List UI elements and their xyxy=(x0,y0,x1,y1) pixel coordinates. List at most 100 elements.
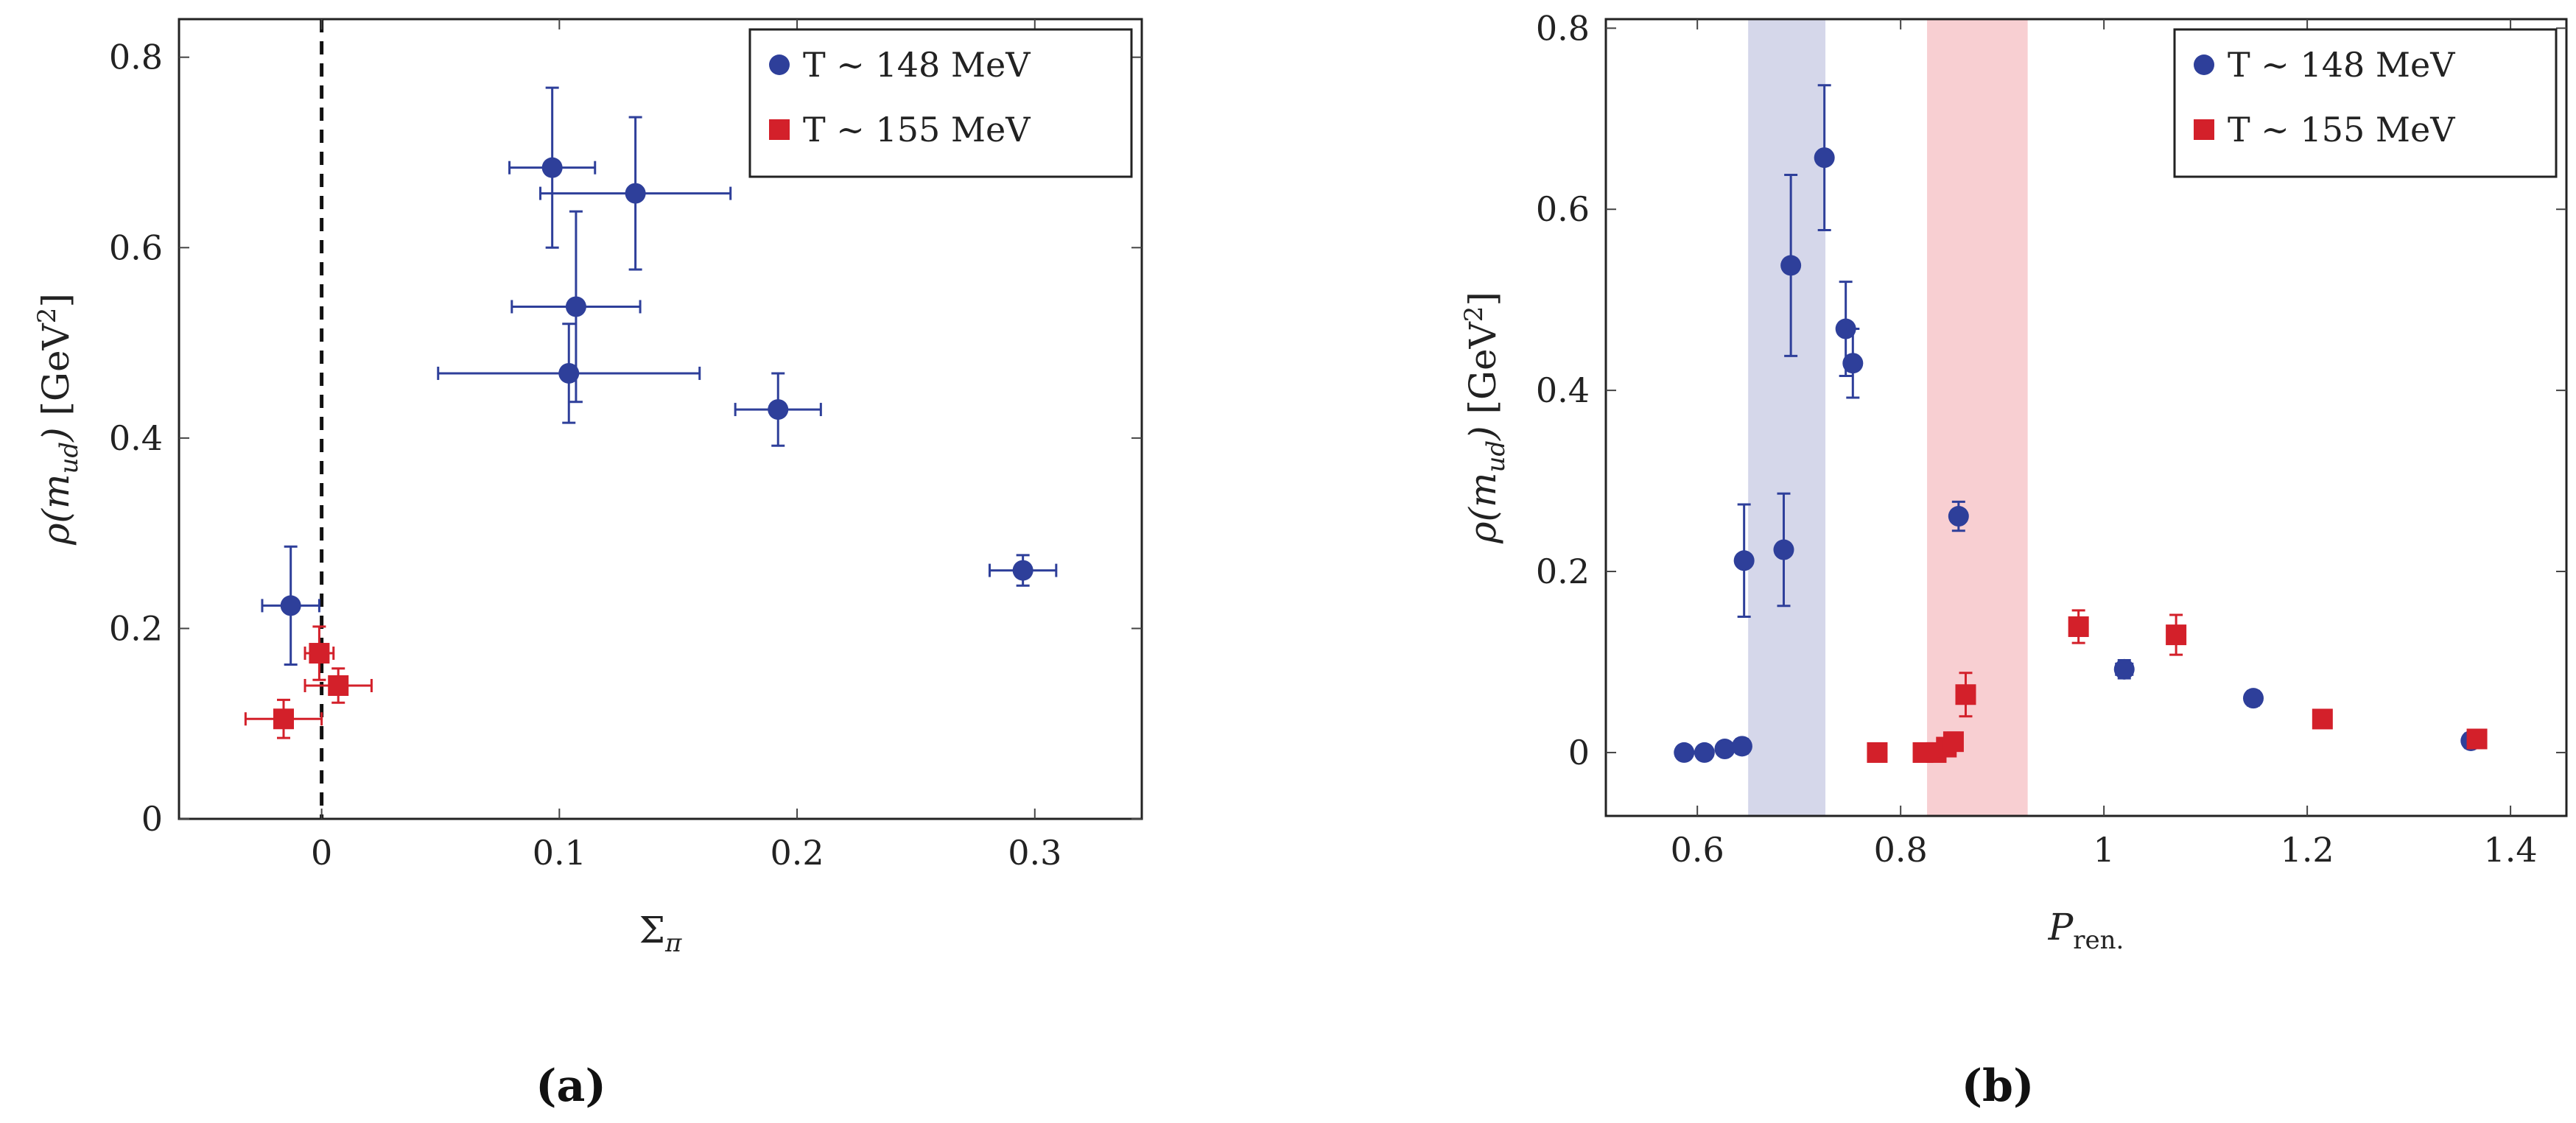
point-148mev xyxy=(437,323,701,424)
point-155mev xyxy=(2466,728,2488,750)
panel-a-y-axis-label: ρ(mud) [GeV2] xyxy=(32,293,84,546)
point-148mev xyxy=(1731,736,1752,757)
circle-marker xyxy=(2113,658,2135,680)
y-tick-label: 0 xyxy=(141,799,163,839)
y-tick-label: 0.2 xyxy=(1536,552,1590,591)
x-tick-label: 0.2 xyxy=(770,833,824,873)
point-148mev xyxy=(539,116,732,271)
circle-marker xyxy=(558,362,580,384)
legend-square-marker xyxy=(769,119,790,140)
point-148mev xyxy=(1842,328,1864,399)
legend-entry: T ∼ 148 MeV xyxy=(803,45,1031,85)
point-148mev xyxy=(1780,173,1802,357)
shaded-band-1 xyxy=(1748,19,1826,816)
panel-a-legend: T ∼ 148 MeV T ∼ 155 MeV xyxy=(748,28,1133,178)
point-148mev xyxy=(734,372,822,447)
legend-entry: T ∼ 148 MeV xyxy=(2228,45,2455,85)
square-marker xyxy=(2466,728,2488,750)
circle-marker xyxy=(1733,550,1755,571)
circle-marker xyxy=(1731,736,1752,757)
panel-b-caption: (b) xyxy=(1962,1060,2035,1112)
panel-a-frame xyxy=(178,18,1143,820)
circle-marker xyxy=(565,296,586,317)
circle-marker xyxy=(2242,688,2264,709)
panel-b-frame xyxy=(1604,18,2568,817)
x-tick-label: 1.4 xyxy=(2484,830,2538,870)
point-155mev xyxy=(303,625,335,681)
y-tick-label: 0.4 xyxy=(109,418,163,458)
y-tick-label: 0 xyxy=(1568,733,1590,772)
panel-b-y-axis-label: ρ(mud) [GeV2] xyxy=(1459,292,1511,544)
circle-marker xyxy=(541,157,563,178)
point-148mev xyxy=(1694,742,1715,763)
panel-b-legend: T ∼ 148 MeV T ∼ 155 MeV xyxy=(2173,28,2558,178)
circle-marker xyxy=(1773,539,1794,560)
b-bands xyxy=(1748,19,2028,816)
square-marker xyxy=(328,675,349,696)
a-marks xyxy=(244,19,1058,819)
point-155mev xyxy=(2166,613,2187,656)
point-155mev xyxy=(2312,708,2333,730)
circle-marker xyxy=(1694,742,1715,763)
point-148mev xyxy=(508,86,597,249)
a-ticks: 0 0.1 0.2 0.3 0 0.2 0.4 0.6 0.8 xyxy=(109,19,1142,873)
circle-marker xyxy=(1780,255,1802,276)
circle-marker xyxy=(625,183,646,204)
legend-circle-marker xyxy=(769,54,790,75)
square-marker xyxy=(1955,684,1976,705)
point-148mev xyxy=(1674,742,1695,763)
panel-a-x-axis-label: Σπ xyxy=(639,909,682,958)
circle-marker xyxy=(1012,560,1033,581)
panel-b: 0.6 0.8 1 1.2 1.400.20.40.60.8 T ∼ 148 MeVT … xyxy=(1459,8,2568,1112)
x-tick-label: 1 xyxy=(2094,830,2115,870)
circle-marker xyxy=(1835,318,1856,339)
point-155mev xyxy=(303,667,373,704)
x-tick-label: 0.6 xyxy=(1671,830,1724,870)
circle-marker xyxy=(1948,506,1969,527)
point-148mev xyxy=(2242,688,2264,709)
legend-entry: T ∼ 155 MeV xyxy=(803,110,1031,149)
point-155mev xyxy=(1867,742,1888,763)
x-tick-label: 0 xyxy=(311,833,332,873)
square-marker xyxy=(2166,624,2187,646)
square-marker xyxy=(273,708,294,730)
x-tick-label: 0.3 xyxy=(1008,833,1061,873)
point-148mev xyxy=(1948,500,1969,532)
y-tick-label: 0.6 xyxy=(1536,189,1590,229)
legend-box xyxy=(748,28,1133,178)
point-155mev xyxy=(1955,672,1976,718)
y-tick-label: 0.8 xyxy=(1536,8,1590,48)
square-marker xyxy=(1942,731,1964,753)
b-ticks: 0.6 0.8 1 1.2 1.4 0 0.2 0.4 0.6 0.8 xyxy=(1536,8,2566,870)
square-marker xyxy=(309,643,330,664)
legend-square-marker xyxy=(2194,119,2214,140)
point-148mev xyxy=(988,554,1058,587)
point-155mev xyxy=(244,698,323,739)
panel-b-x-axis-label: Pren. xyxy=(2048,906,2124,955)
y-tick-label: 0.8 xyxy=(109,38,163,77)
square-marker xyxy=(2312,708,2333,730)
square-marker xyxy=(2068,616,2089,638)
point-148mev xyxy=(1814,84,1835,231)
point-148mev xyxy=(2113,658,2135,680)
y-tick-label: 0.6 xyxy=(109,228,163,267)
circle-marker xyxy=(1842,353,1864,374)
circle-marker xyxy=(1714,739,1736,760)
square-marker xyxy=(1867,742,1888,763)
y-tick-label: 0.2 xyxy=(109,608,163,648)
circle-marker xyxy=(768,399,789,420)
legend-box xyxy=(2173,28,2558,178)
circle-marker xyxy=(1814,147,1835,169)
point-148mev xyxy=(1773,492,1794,608)
panel-a-caption: (a) xyxy=(536,1060,606,1112)
shaded-band-2 xyxy=(1927,19,2028,816)
legend-circle-marker xyxy=(2194,54,2214,75)
x-tick-label: 1.2 xyxy=(2281,830,2334,870)
point-148mev xyxy=(1714,739,1736,760)
point-148mev xyxy=(1733,503,1755,618)
circle-marker xyxy=(1674,742,1695,763)
b-marks xyxy=(1674,84,2488,763)
point-148mev xyxy=(261,545,320,666)
